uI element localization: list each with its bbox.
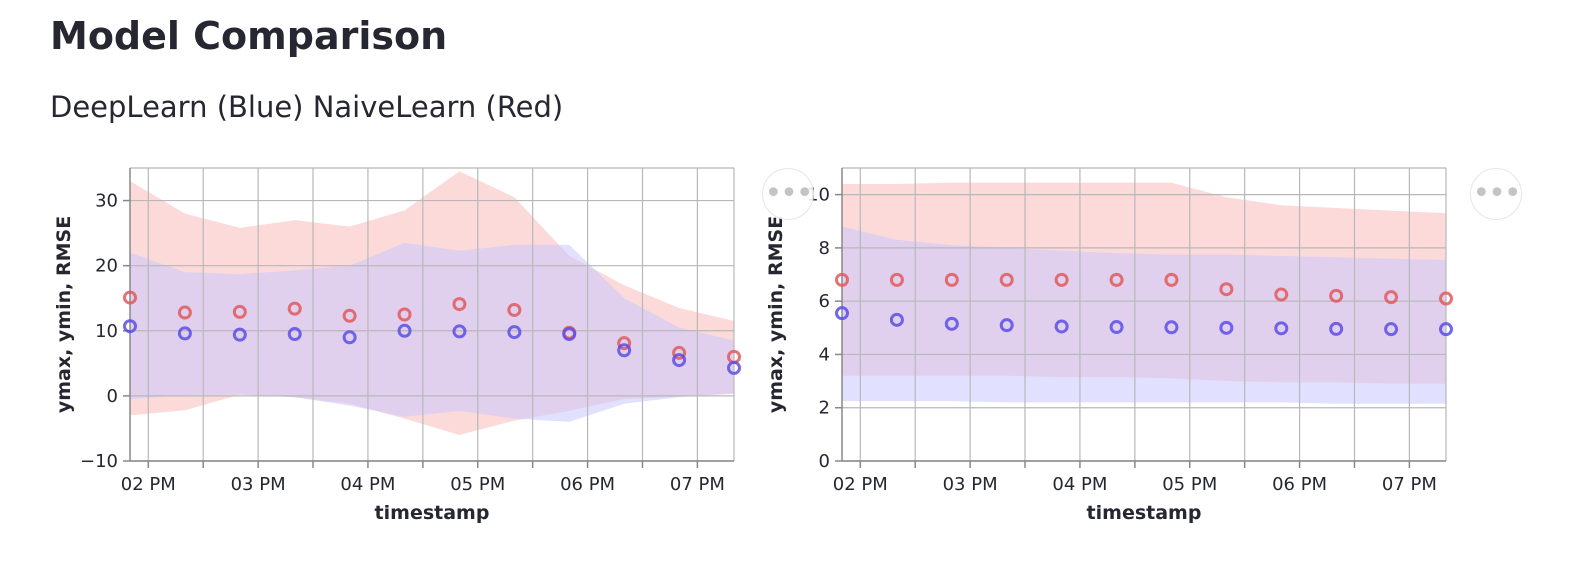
x-tick-label: 05 PM (450, 474, 505, 495)
rmse-point-red (1274, 287, 1289, 302)
y-tick-label: 6 (819, 291, 830, 312)
rmse-point-blue (1109, 320, 1124, 335)
y-axis-title: ymax, ymin, RMSE (53, 216, 75, 413)
rmse-point-red (1329, 288, 1344, 303)
rmse-point-blue (123, 319, 137, 334)
x-tick-label: 07 PM (1382, 474, 1437, 495)
rmse-point-red (1164, 272, 1179, 287)
x-tick-label: 02 PM (121, 474, 176, 495)
rmse-point-blue (232, 327, 247, 342)
rmse-point-blue (727, 360, 741, 375)
rmse-point-blue (1439, 322, 1453, 337)
rmse-point-blue (1164, 320, 1179, 335)
x-tick-label: 06 PM (560, 474, 615, 495)
rmse-point-red (835, 272, 849, 287)
rmse-point-red (177, 305, 192, 320)
more-horizontal-icon: ••• (1472, 176, 1521, 211)
y-axis-title: ymax, ymin, RMSE (765, 216, 787, 413)
rmse-point-red (1219, 282, 1234, 297)
band-blue (130, 242, 734, 422)
y-tick-label: 0 (107, 386, 118, 407)
x-tick-label: 03 PM (231, 474, 286, 495)
x-axis-title: timestamp (375, 502, 490, 524)
x-tick-label: 04 PM (1052, 474, 1107, 495)
rmse-point-red (287, 301, 302, 316)
rmse-point-red (1384, 290, 1399, 305)
y-tick-label: 4 (819, 344, 830, 365)
x-tick-label: 06 PM (1272, 474, 1327, 495)
rmse-point-red (1109, 272, 1124, 287)
x-tick-label: 05 PM (1162, 474, 1217, 495)
rmse-point-red (397, 307, 412, 322)
chart-menu-button-left[interactable]: ••• (762, 168, 814, 220)
rmse-point-blue (397, 323, 412, 338)
rmse-point-red (232, 304, 247, 319)
rmse-point-blue (1384, 322, 1399, 337)
y-tick-label: 30 (95, 191, 118, 212)
rmse-point-red (1439, 291, 1453, 306)
rmse-point-blue (287, 327, 302, 342)
rmse-point-blue (452, 324, 467, 339)
x-axis-title: timestamp (1087, 502, 1202, 524)
y-tick-label: −10 (80, 451, 118, 472)
rmse-point-red (672, 345, 687, 360)
rmse-point-red (617, 336, 632, 351)
rmse-point-blue (1219, 320, 1234, 335)
chart-left: −10 0 10 20 30 02 PM 03 PM 04 PM 05 PM 06 PM 07 PM… (53, 167, 741, 524)
rmse-point-blue (889, 312, 904, 327)
rmse-point-blue (999, 318, 1014, 333)
rmse-point-blue (617, 343, 632, 358)
rmse-point-blue (835, 306, 849, 321)
chart-menu-button-right[interactable]: ••• (1470, 168, 1522, 220)
rmse-point-blue (177, 326, 192, 341)
rmse-point-red (944, 272, 959, 287)
rmse-point-blue (507, 325, 522, 340)
rmse-point-blue (1329, 321, 1344, 336)
rmse-point-red (1054, 272, 1069, 287)
rmse-point-red (999, 272, 1014, 287)
x-tick-label: 02 PM (833, 474, 888, 495)
page-subtitle: DeepLearn (Blue) NaiveLearn (Red) (50, 90, 564, 124)
rmse-point-blue (1054, 319, 1069, 334)
rmse-point-red (452, 297, 467, 312)
y-tick-label: 8 (819, 238, 830, 259)
rmse-point-blue (1274, 321, 1289, 336)
y-tick-label: 10 (95, 321, 118, 342)
rmse-point-red (507, 302, 522, 317)
x-tick-label: 04 PM (340, 474, 395, 495)
rmse-point-blue (562, 327, 577, 342)
page-title: Model Comparison (50, 14, 448, 58)
y-tick-label: 0 (819, 451, 830, 472)
more-horizontal-icon: ••• (764, 176, 813, 211)
rmse-point-blue (944, 316, 959, 331)
y-tick-label: 20 (95, 256, 118, 277)
band-blue (842, 226, 1446, 404)
x-tick-label: 03 PM (943, 474, 998, 495)
rmse-point-red (342, 308, 357, 323)
x-tick-label: 07 PM (670, 474, 725, 495)
rmse-point-blue (342, 330, 357, 345)
rmse-point-blue (672, 353, 687, 368)
y-tick-label: 2 (819, 398, 830, 419)
rmse-point-red (889, 272, 904, 287)
rmse-point-red (123, 290, 137, 305)
